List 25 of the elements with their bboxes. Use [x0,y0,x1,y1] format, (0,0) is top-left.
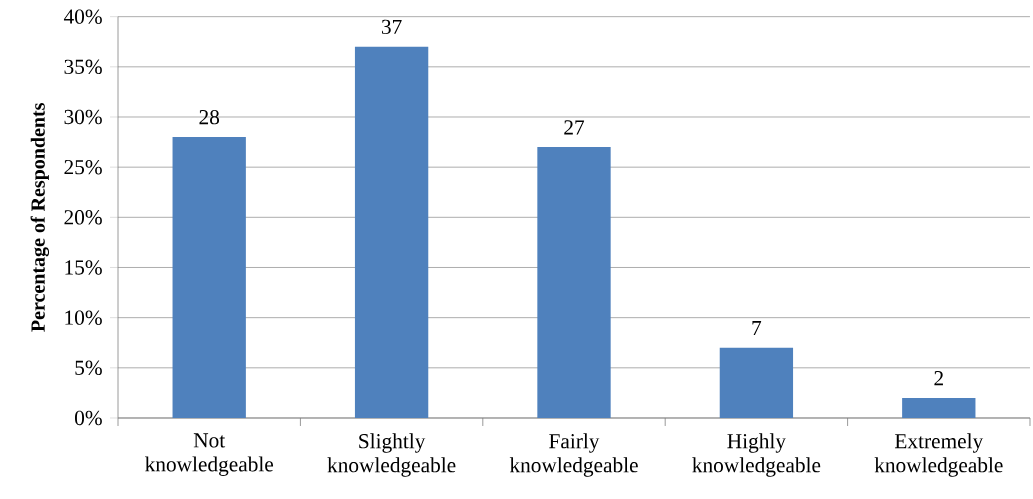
y-tick-label: 30% [64,109,102,125]
data-label: 7 [752,321,762,336]
y-tick-label: 35% [64,59,102,75]
bar [719,347,794,418]
bar [172,137,246,418]
y-tick-label: 0% [75,410,102,426]
y-tick-label: 40% [63,9,102,24]
data-label: 28 [199,109,220,125]
y-tick-label: 5% [75,360,102,376]
bar [354,46,429,418]
data-label: 27 [564,120,585,135]
x-tick-label: Fairly knowledgeable [509,433,638,477]
bar [537,147,611,418]
data-label: 37 [381,19,402,35]
x-tick-label: Extremely knowledgeable [874,433,1003,477]
x-tick-label: Slightly knowledgeable [327,433,456,477]
y-tick-label: 20% [64,210,102,225]
x-tick-label: Not knowledgeable [145,433,274,476]
x-tick-label: Highly knowledgeable [692,433,821,477]
bar [902,397,976,418]
y-tick-label: 25% [64,159,102,175]
data-label: 2 [934,371,943,386]
y-tick-label: 15% [65,260,102,275]
y-tick-label: 10% [65,310,102,325]
y-axis-title: Percentage of Respondents [30,103,50,332]
